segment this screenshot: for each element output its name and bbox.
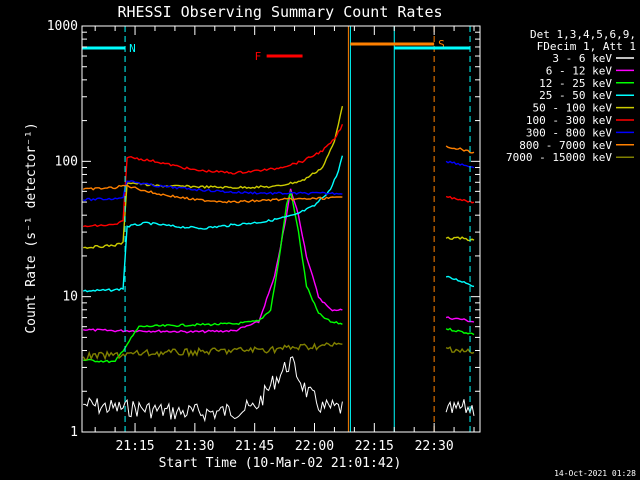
legend-label-4: 25 - 50 keV (539, 89, 612, 102)
series-line-5 (83, 105, 475, 249)
chart-title: RHESSI Observing Summary Count Rates (117, 3, 442, 21)
legend-label-8: 800 - 7000 keV (519, 139, 612, 152)
legend: Det 1,3,4,5,6,9,FDecim 1, Att 13 - 6 keV… (506, 28, 636, 164)
x-tick-label-2215: 22:15 (355, 439, 394, 454)
series-line-6 (82, 123, 475, 228)
legend-header-2: FDecim 1, Att 1 (537, 40, 636, 53)
series-line-4 (82, 155, 475, 293)
timestamp-footer: 14-Oct-2021 01:28 (554, 469, 636, 478)
series-line-2 (83, 188, 475, 334)
series-line-3 (83, 189, 475, 364)
legend-label-2: 6 - 12 keV (546, 64, 613, 77)
x-tick-label-2200: 22:00 (295, 439, 334, 454)
plot-area: NFS (82, 26, 475, 432)
series-line-9 (82, 341, 475, 361)
y-tick-label-1000: 1000 (47, 19, 78, 34)
legend-label-1: 3 - 6 keV (552, 52, 612, 65)
y-axis-title: Count Rate (s⁻¹ detector⁻¹) (24, 122, 39, 333)
plot-frame (81, 25, 481, 433)
legend-label-9: 7000 - 15000 keV (506, 151, 612, 164)
x-axis-title: Start Time (10-Mar-02 21:01:42) (159, 456, 402, 471)
legend-label-6: 100 - 300 keV (526, 114, 612, 127)
x-tick-label-2230: 22:30 (415, 439, 454, 454)
y-tick-label-10: 10 (62, 290, 78, 305)
series-line-8 (82, 145, 475, 204)
x-tick-label-2145: 21:45 (235, 439, 274, 454)
annotation-label-s: S (438, 38, 445, 51)
legend-label-3: 12 - 25 keV (539, 77, 612, 90)
y-tick-label-1: 1 (70, 425, 78, 440)
y-tick-label-100: 100 (55, 154, 78, 169)
annotation-label-n: N (129, 42, 136, 55)
series-line-7 (82, 160, 475, 202)
legend-label-5: 50 - 100 keV (533, 102, 613, 115)
legend-label-7: 300 - 800 keV (526, 126, 612, 139)
x-tick-label-2130: 21:30 (175, 439, 214, 454)
series-line-1 (83, 356, 475, 423)
annotation-label-f: F (255, 50, 262, 63)
legend-header-1: Det 1,3,4,5,6,9, (530, 28, 636, 41)
axes: 1 10 100 1000 21:15 21:30 21:45 22:00 22:15 22:30 (47, 19, 481, 454)
x-tick-label-2115: 21:15 (115, 439, 154, 454)
